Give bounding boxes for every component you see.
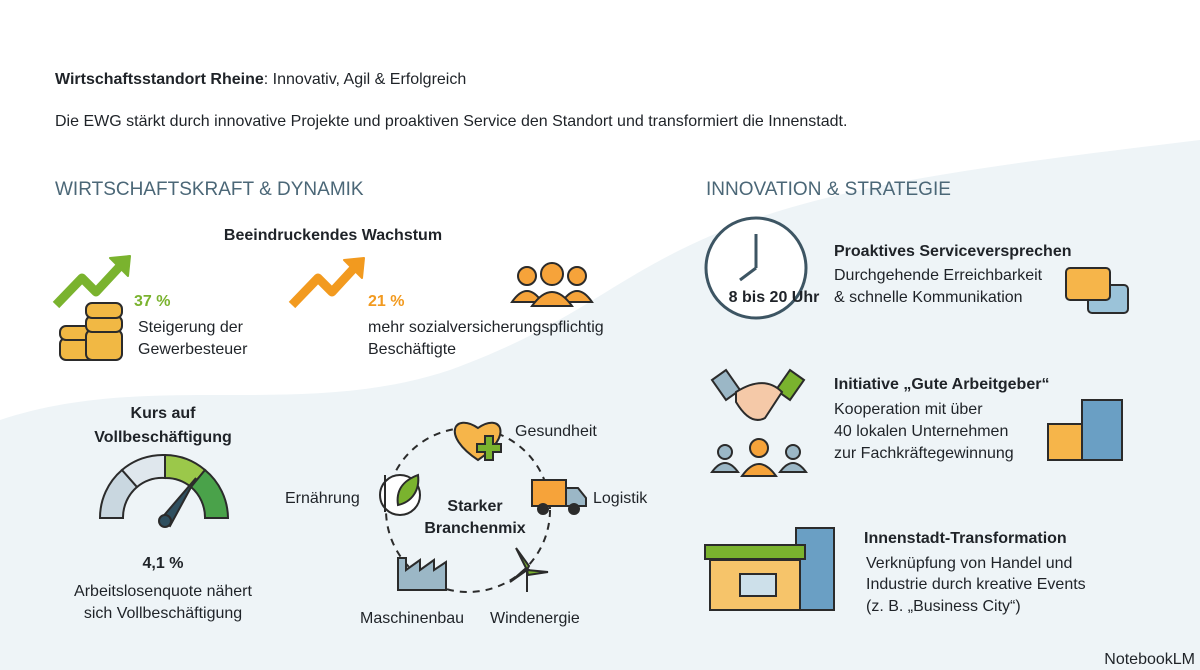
item-text: Verknüpfung von Handel und (866, 555, 1072, 572)
sector-label: Gesundheit (515, 423, 597, 440)
truck-icon (531, 479, 587, 515)
growth-arrow-icon (52, 255, 131, 309)
growth-arrow-icon (288, 262, 360, 309)
stat-label: Steigerung der (138, 319, 244, 336)
team-icon (778, 462, 808, 473)
clock-icon (739, 266, 757, 282)
growth-arrow-icon (288, 257, 365, 309)
chat-icon (1065, 267, 1129, 314)
stat-label: mehr sozialversicherungspflichtig (368, 319, 604, 336)
food-icon (379, 473, 421, 516)
handshake-icon (710, 368, 806, 421)
shop-icon (739, 573, 777, 597)
clock-badge: 8 bis 20 Uhr (729, 289, 820, 306)
coins-icon (85, 302, 123, 319)
section-heading: INNOVATION & STRATEGIE (706, 179, 951, 200)
growth-arrow-icon (109, 255, 131, 277)
gauge-icon (189, 468, 230, 519)
shop-icon (795, 527, 835, 611)
sector-label: Windenergie (490, 610, 580, 627)
health-icon (453, 421, 502, 462)
title-rest: : Innovativ, Agil & Erfolgreich (264, 71, 466, 88)
chat-icon (1065, 267, 1111, 301)
wind-icon (509, 547, 549, 592)
team-icon (710, 438, 808, 477)
item-text: Kooperation mit über (834, 401, 983, 418)
mix-center: Branchenmix (424, 520, 525, 537)
people-icon (540, 262, 564, 286)
coins-icon (59, 302, 123, 361)
coins-icon (85, 329, 123, 361)
subtitle: Die EWG stärkt durch innovative Projekte… (55, 113, 847, 130)
people-icon (510, 262, 594, 307)
wind-icon (509, 569, 531, 583)
block-title: Vollbeschäftigung (94, 429, 231, 446)
wind-icon (515, 547, 531, 573)
block-title: Kurs auf (131, 405, 197, 422)
buildings-icon (1047, 399, 1123, 461)
stat-label: sich Vollbeschäftigung (84, 605, 242, 622)
growth-arrow-icon (343, 257, 365, 279)
stat-label: Arbeitslosenquote nähert (74, 583, 252, 600)
truck-icon (531, 479, 567, 507)
team-icon (717, 444, 733, 460)
mix-center: Starker (447, 498, 502, 515)
item-text: Industrie durch kreative Events (866, 576, 1086, 593)
factory-icon (397, 557, 447, 591)
stat-label: Beschäftigte (368, 341, 456, 358)
stat-value: 37 % (134, 293, 170, 310)
health-icon (476, 435, 502, 461)
brand: NotebookLM (1104, 651, 1195, 668)
shop-icon (704, 527, 835, 611)
wind-icon (525, 568, 549, 577)
sector-label: Ernährung (285, 490, 360, 507)
people-icon (517, 266, 537, 286)
handshake-icon (735, 382, 784, 421)
item-title: Proaktives Serviceversprechen (834, 243, 1071, 260)
item-text: Durchgehende Erreichbarkeit (834, 267, 1043, 284)
block-title: Beeindruckendes Wachstum (224, 227, 442, 244)
title-bold: Wirtschaftsstandort Rheine (55, 71, 264, 88)
gauge-icon (98, 453, 230, 528)
team-icon (740, 463, 778, 477)
growth-arrow-icon (52, 260, 126, 309)
stat-value: 4,1 % (143, 555, 184, 572)
clock-icon (704, 216, 808, 320)
item-title: Innenstadt-Transformation (864, 530, 1067, 547)
team-icon (785, 444, 801, 460)
title: Wirtschaftsstandort Rheine: Innovativ, A… (55, 71, 466, 88)
section-heading: WIRTSCHAFTSKRAFT & DYNAMIK (55, 179, 364, 200)
gauge-icon (158, 514, 172, 528)
item-title: Initiative „Gute Arbeitgeber“ (834, 376, 1049, 393)
truck-icon (565, 487, 587, 507)
stat-value: 21 % (368, 293, 404, 310)
team-icon (749, 438, 769, 458)
truck-icon (568, 503, 580, 515)
shop-icon (704, 544, 806, 560)
item-text: zur Fachkräftegewinnung (834, 445, 1014, 462)
background-wave (0, 140, 1200, 670)
factory-icon (397, 557, 447, 591)
team-icon (710, 462, 740, 473)
sector-label: Logistik (593, 490, 648, 507)
item-text: (z. B. „Business City“) (866, 598, 1021, 615)
buildings-icon (1081, 399, 1123, 461)
item-text: 40 lokalen Unternehmen (834, 423, 1008, 440)
stat-label: Gewerbesteuer (138, 341, 248, 358)
truck-icon (537, 503, 549, 515)
mix-circle (385, 427, 551, 593)
item-text: & schnelle Kommunikation (834, 289, 1023, 306)
food-icon (396, 473, 420, 507)
people-icon (567, 266, 587, 286)
sector-label: Maschinenbau (360, 610, 464, 627)
buildings-icon (1047, 423, 1083, 461)
people-icon (530, 291, 574, 307)
